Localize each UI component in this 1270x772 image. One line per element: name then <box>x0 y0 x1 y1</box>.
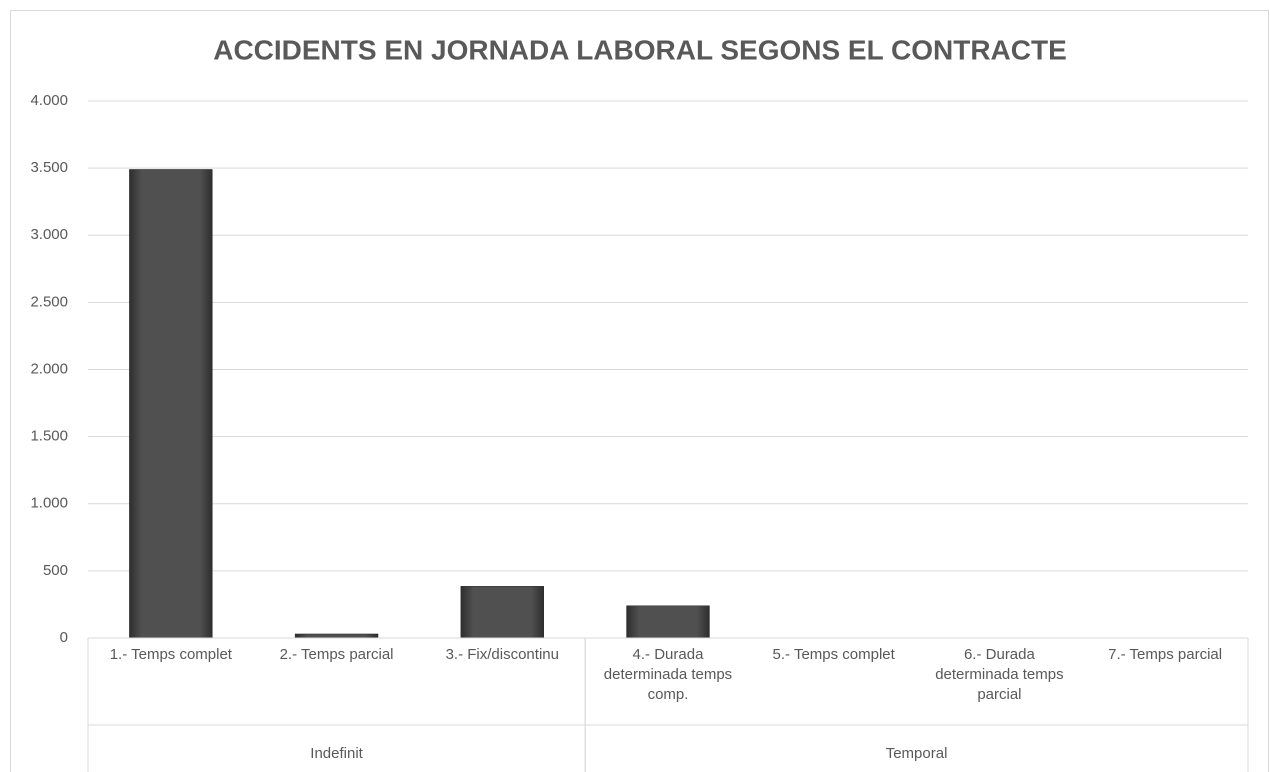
y-tick-label: 0 <box>60 629 68 646</box>
x-tick-label: 4.- Durada determinada temps comp. <box>603 646 733 703</box>
bar <box>460 586 544 639</box>
y-tick-label: 2.000 <box>30 360 68 377</box>
x-tick-label: 2.- Temps parcial <box>279 646 394 663</box>
chart-title: ACCIDENTS EN JORNADA LABORAL SEGONS EL C… <box>213 34 1067 65</box>
x-tick-label: 3.- Fix/discontinu <box>445 646 559 663</box>
x-tick-label: 6.- Durada determinada temps parcial <box>935 646 1064 703</box>
y-tick-label: 3.500 <box>30 159 68 176</box>
chart-border <box>10 10 1269 772</box>
x-tick-label: 1.- Temps complet <box>109 646 232 663</box>
y-tick-label: 500 <box>43 562 68 579</box>
group-label: Temporal <box>885 745 948 762</box>
y-tick-label: 1.500 <box>30 428 68 445</box>
y-tick-label: 4.000 <box>30 92 68 109</box>
y-tick-label: 3.000 <box>30 226 68 243</box>
bar <box>294 633 379 639</box>
y-tick-label: 1.000 <box>30 495 68 512</box>
group-label: Indefinit <box>310 745 363 762</box>
y-tick-label: 2.500 <box>30 293 68 310</box>
x-tick-label: 7.- Temps parcial <box>1108 646 1223 663</box>
x-tick-label: 5.- Temps complet <box>772 646 895 663</box>
bar <box>129 169 213 639</box>
bar <box>626 605 710 639</box>
